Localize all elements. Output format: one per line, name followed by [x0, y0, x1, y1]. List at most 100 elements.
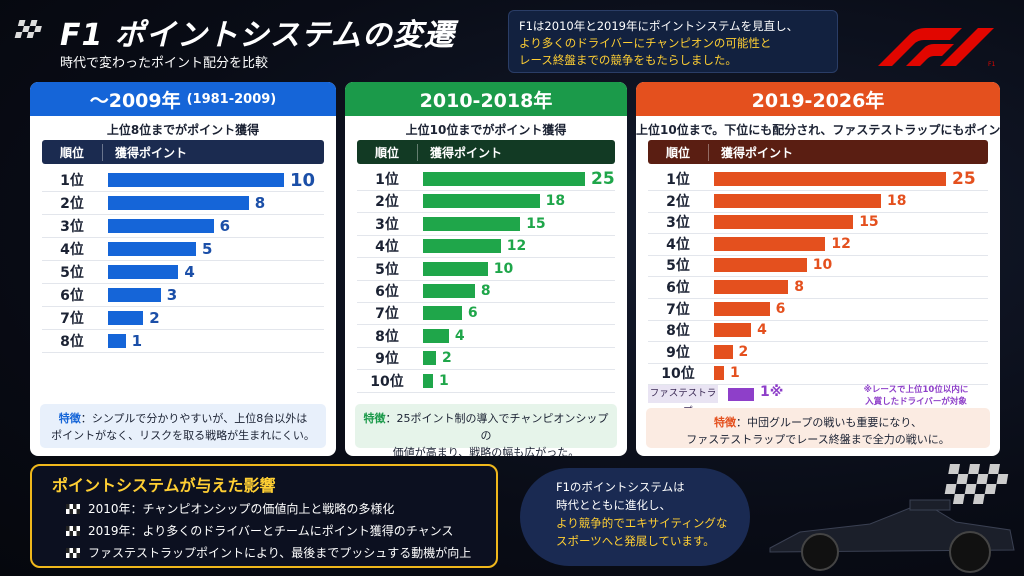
panel-title: 〜2009年: [89, 89, 181, 112]
intro-box: F1は2010年と2019年にポイントシステムを見直し、 より多くのドライバーに…: [508, 10, 838, 73]
impact-item-text: ファステストラップポイントにより、最後までプッシュする動機が向上: [88, 546, 472, 560]
impact-item: 2019年：より多くのドライバーとチームにポイント獲得のチャンス: [66, 522, 453, 539]
points-row: 1位 10: [42, 169, 324, 192]
points-row: 2位 8: [42, 192, 324, 215]
impact-box: ポイントシステムが与えた影響 2010年：チャンピオンシップの価値向上と戦略の多…: [30, 464, 498, 568]
points-bar: [108, 311, 144, 325]
points-row: 5位 4: [42, 261, 324, 284]
rank-label: 10位: [661, 366, 695, 383]
rank-label: 1位: [666, 172, 690, 188]
points-bar: [108, 242, 196, 256]
points-row: 10位 1: [648, 362, 988, 386]
checkered-flag-icon: [66, 525, 80, 536]
points-row: 6位 8: [357, 280, 615, 303]
rank-column-header: 順位: [648, 143, 709, 161]
checkered-flag-icon: [66, 503, 80, 514]
feature-note: 特徴：中団グループの戦いも重要になり、 ファステストラップでレース終盤まで全力の…: [646, 408, 990, 448]
points-row: 5位 10: [648, 254, 988, 278]
page-subtitle: 時代で変わったポイント配分を比較: [60, 56, 269, 71]
points-value: 10: [493, 260, 514, 277]
rank-label: 10位: [370, 373, 404, 390]
rank-label: 8位: [60, 334, 84, 350]
points-row: 8位 1: [42, 330, 324, 353]
points-bar: [108, 196, 249, 210]
checkered-flag-icon: [14, 20, 42, 38]
points-value: 1: [730, 365, 740, 382]
points-value: 1: [131, 332, 143, 350]
rank-label: 3位: [60, 219, 84, 235]
points-bar: [714, 280, 789, 294]
rank-label: 7位: [666, 301, 690, 318]
f1-logo-text: F1: [988, 61, 995, 68]
points-bar: [108, 288, 161, 302]
points-value: 5: [202, 240, 213, 258]
points-value: 15: [859, 214, 879, 231]
rank-label: 1位: [60, 173, 84, 189]
rank-label: 9位: [375, 351, 399, 368]
rank-label: 9位: [666, 344, 690, 361]
rank-label: 2位: [666, 193, 690, 210]
points-value: 12: [506, 238, 527, 255]
panel-caption: 上位10位までがポイント獲得: [405, 123, 567, 137]
points-row: 5位 10: [357, 258, 615, 281]
points-bar: [714, 193, 882, 208]
points-row: 2位 18: [357, 190, 615, 214]
points-column-header: 獲得ポイント: [115, 145, 188, 160]
checkered-flag-icon: [66, 547, 80, 558]
page-title: F1 ポイントシステムの変遷: [60, 18, 455, 53]
points-value: 6: [775, 300, 786, 317]
points-bar: [108, 265, 179, 279]
points-bar: [714, 366, 724, 381]
points-row: 9位 2: [357, 347, 615, 371]
panel-2019-2026: 2019-2026年 上位10位まで。下位にも配分され、ファステストラップにもポ…: [636, 82, 1000, 456]
points-row: 1位 25: [648, 168, 988, 191]
panel-title-sub: (1981-2009): [186, 91, 277, 107]
points-bar: [714, 323, 752, 338]
impact-title: ポイントシステムが与えた影響: [52, 476, 276, 495]
rank-column-header: 順位: [357, 143, 418, 161]
footnote-line-1: ※レースで上位10位以内に: [863, 385, 969, 395]
rank-label: 8位: [375, 328, 399, 345]
rank-label: 7位: [60, 311, 84, 327]
feature-line-1: ：シンプルで分かりやすいが、上位8台以外は: [80, 412, 308, 425]
points-row: 4位 12: [648, 233, 988, 256]
panel-title: 2019-2026年: [751, 89, 885, 112]
points-row: 8位 4: [357, 325, 615, 348]
points-bar: [423, 284, 475, 298]
intro-line-1: F1は2010年と2019年にポイントシステムを見直し、: [519, 19, 799, 33]
feature-label: 特徴: [58, 412, 81, 425]
rank-label: 2位: [375, 194, 399, 211]
impact-item: 2010年：チャンピオンシップの価値向上と戦略の多様化: [66, 500, 394, 517]
points-value: 4: [454, 327, 465, 344]
points-bar: [714, 344, 733, 359]
rank-label: 4位: [60, 242, 84, 258]
points-bar: [423, 261, 488, 276]
impact-item-text: 2019年：より多くのドライバーとチームにポイント獲得のチャンス: [88, 524, 454, 538]
summary-box: F1のポイントシステムは 時代とともに進化し、 より競争的でエキサイティングな …: [520, 468, 750, 566]
rank-label: 6位: [375, 284, 399, 300]
fastest-lap-bar: [728, 388, 754, 401]
feature-line-1: ：中団グループの戦いも重要になり、: [736, 416, 922, 429]
points-row: 7位 6: [648, 298, 988, 321]
summary-line-2: 時代とともに進化し、: [556, 498, 671, 512]
points-row: 7位 6: [357, 302, 615, 326]
feature-note: 特徴：25ポイント制の導入でチャンピオンシップの 価値が高まり、戦略の幅も広がっ…: [355, 404, 617, 456]
points-value: 2: [149, 309, 160, 327]
panel-caption: 上位10位まで。下位にも配分され、ファステストラップにもポイント: [636, 123, 1000, 137]
points-row: 1位 25: [357, 168, 615, 191]
feature-label: 特徴: [714, 416, 737, 429]
points-row: 7位 2: [42, 307, 324, 330]
table-header: 順位 獲得ポイント: [648, 140, 988, 164]
points-column-header: 獲得ポイント: [430, 145, 503, 160]
points-bar: [423, 172, 585, 186]
rank-label: 6位: [60, 288, 84, 304]
impact-item-text: 2010年：チャンピオンシップの価値向上と戦略の多様化: [88, 502, 395, 516]
points-value: 2: [738, 343, 749, 360]
fastest-lap-value: 1※: [760, 384, 784, 400]
points-row: 3位 15: [648, 211, 988, 235]
points-bar: [423, 351, 436, 366]
points-bar: [714, 301, 770, 316]
rank-label: 7位: [375, 306, 399, 323]
points-row: 6位 3: [42, 284, 324, 307]
panel-header: 〜2009年 (1981-2009): [30, 82, 336, 116]
